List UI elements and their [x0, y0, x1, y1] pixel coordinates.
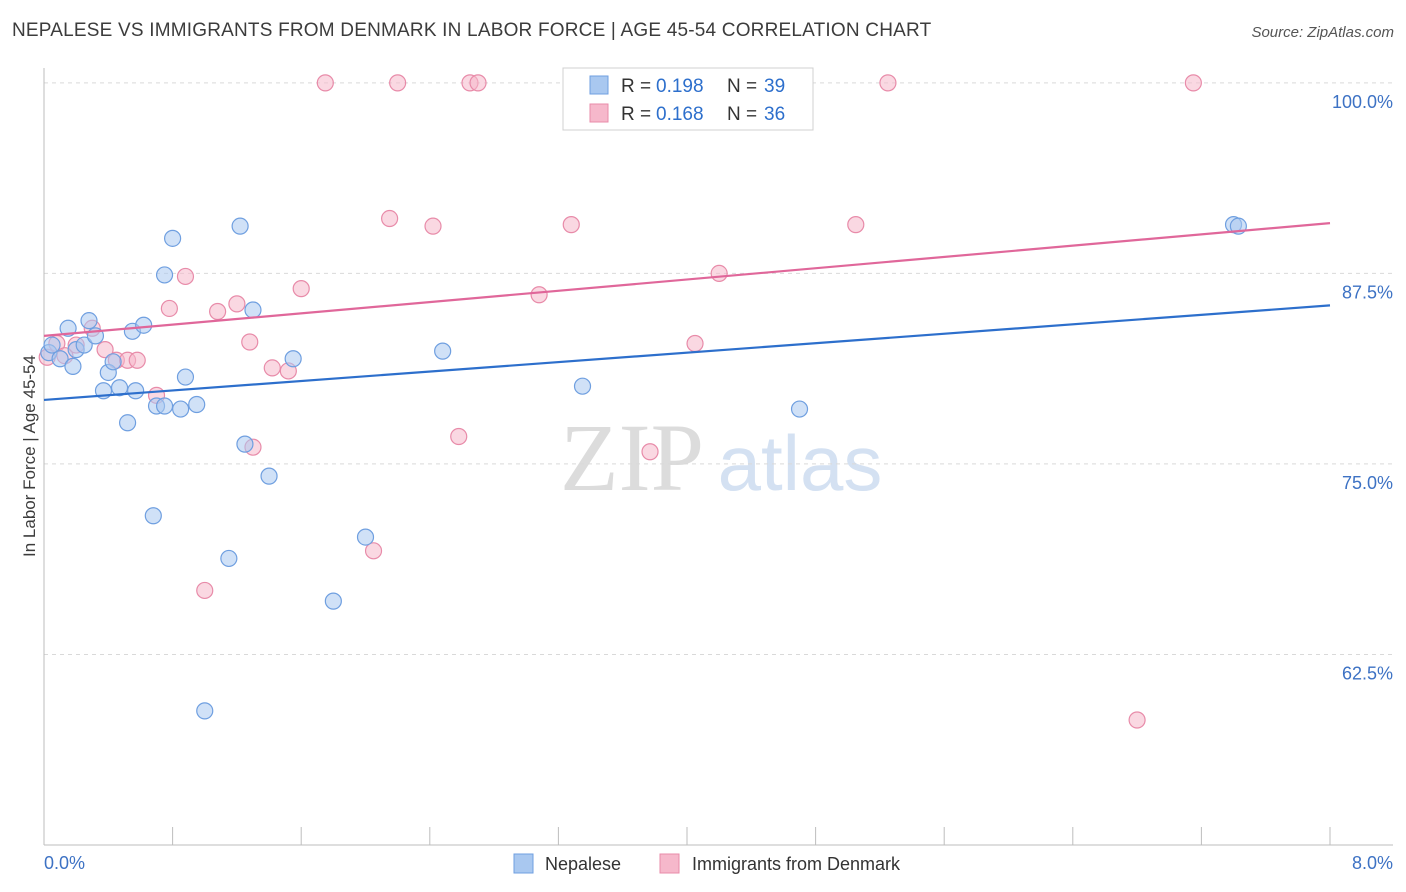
y-tick-labels: 100.0% 87.5% 75.0% 62.5%	[1332, 92, 1393, 684]
point-blue-27	[236, 435, 254, 453]
point-pink-27	[469, 74, 487, 92]
point-blue-38	[43, 336, 61, 354]
point-pink-35	[879, 74, 897, 92]
point-pink-10	[160, 299, 178, 318]
point-pink-20	[316, 74, 334, 92]
point-blue-14	[127, 382, 145, 400]
point-blue-1	[51, 350, 69, 368]
point-blue-30	[284, 350, 302, 368]
point-pink-33	[710, 264, 728, 282]
point-pink-13	[209, 302, 227, 321]
legend-label-nepalese: Nepalese	[545, 854, 621, 874]
point-pink-11	[176, 267, 195, 286]
y-axis-label: In Labor Force | Age 45-54	[20, 355, 39, 557]
stats-r-label-pink: R =	[621, 104, 651, 125]
stats-r-value-pink: 0.168	[656, 104, 704, 125]
source-credit: Source: ZipAtlas.com	[1251, 24, 1394, 41]
stats-legend-swatch-pink	[589, 103, 609, 123]
point-blue-11	[110, 379, 129, 397]
watermark-atlas: atlas	[718, 419, 883, 507]
point-blue-34	[573, 377, 592, 395]
point-blue-25	[220, 549, 238, 568]
point-pink-32	[686, 334, 704, 353]
point-blue-15	[135, 316, 153, 334]
point-blue-29	[260, 467, 278, 485]
stats-n-label-pink: N =	[727, 104, 757, 125]
watermark-zip: ZIP	[560, 404, 704, 511]
grid-lines	[44, 82, 1393, 655]
point-blue-24	[196, 702, 214, 720]
point-pink-23	[389, 74, 407, 92]
stats-n-value-pink: 36	[764, 104, 785, 125]
point-blue-21	[172, 400, 190, 418]
point-pink-29	[562, 216, 580, 234]
legend-label-denmark: Immigrants from Denmark	[692, 854, 901, 874]
legend-swatch-denmark	[659, 853, 680, 874]
point-pink-28	[530, 286, 548, 304]
trend-line-pink	[43, 222, 1331, 337]
stats-n-value-blue: 39	[764, 76, 785, 97]
y-tick-label-1: 87.5%	[1342, 282, 1393, 302]
stats-legend-swatch-blue	[589, 75, 609, 95]
point-blue-5	[75, 336, 93, 354]
series-legend: Nepalese Immigrants from Denmark	[513, 853, 901, 874]
x-tick-label-max: 8.0%	[1352, 853, 1393, 873]
point-blue-22	[176, 368, 195, 386]
point-pink-15	[241, 333, 259, 351]
point-blue-12	[118, 414, 137, 432]
point-pink-22	[381, 209, 399, 228]
point-blue-16	[144, 507, 162, 525]
point-pink-14	[228, 295, 246, 313]
point-pink-37	[1184, 74, 1202, 92]
point-blue-18	[155, 397, 174, 415]
watermark: ZIP atlas	[560, 404, 882, 511]
point-blue-20	[164, 229, 182, 247]
point-pink-25	[450, 427, 468, 446]
trend-lines	[43, 222, 1331, 402]
y-tick-label-3: 62.5%	[1342, 663, 1393, 683]
point-blue-2	[59, 319, 77, 337]
point-blue-26	[231, 217, 249, 235]
point-blue-31	[324, 592, 342, 610]
point-pink-5	[96, 341, 114, 359]
point-pink-17	[263, 359, 281, 377]
point-blue-35	[790, 400, 809, 418]
point-blue-32	[356, 528, 375, 546]
y-tick-label-2: 75.0%	[1342, 473, 1393, 493]
point-pink-36	[1128, 711, 1146, 729]
point-blue-19	[155, 266, 174, 284]
point-pink-34	[847, 216, 865, 234]
point-blue-23	[188, 395, 206, 414]
point-blue-6	[80, 312, 98, 330]
point-pink-19	[292, 280, 310, 298]
point-pink-24	[424, 217, 442, 235]
point-pink-21	[364, 542, 383, 560]
point-blue-3	[64, 357, 82, 375]
point-blue-10	[104, 353, 122, 371]
point-pink-8	[128, 351, 146, 369]
y-tick-label-0: 100.0%	[1332, 92, 1393, 112]
chart-title: NEPALESE VS IMMIGRANTS FROM DENMARK IN L…	[12, 20, 932, 41]
point-blue-28	[244, 301, 262, 319]
stats-r-value-blue: 0.198	[656, 76, 704, 97]
series-immigrants-from-denmark	[38, 74, 1202, 729]
point-blue-33	[434, 342, 452, 360]
point-pink-31	[641, 443, 659, 461]
trend-line-blue	[43, 304, 1331, 402]
x-tick-label-min: 0.0%	[44, 853, 85, 873]
stats-legend: R = 0.198 N = 39 R = 0.168 N = 36	[562, 67, 814, 131]
stats-r-label-blue: R =	[621, 76, 651, 97]
axes	[43, 68, 1393, 846]
point-pink-12	[196, 581, 214, 600]
legend-swatch-nepalese	[513, 853, 534, 874]
stats-n-label-blue: N =	[727, 76, 757, 97]
series-nepalese	[40, 216, 1247, 720]
